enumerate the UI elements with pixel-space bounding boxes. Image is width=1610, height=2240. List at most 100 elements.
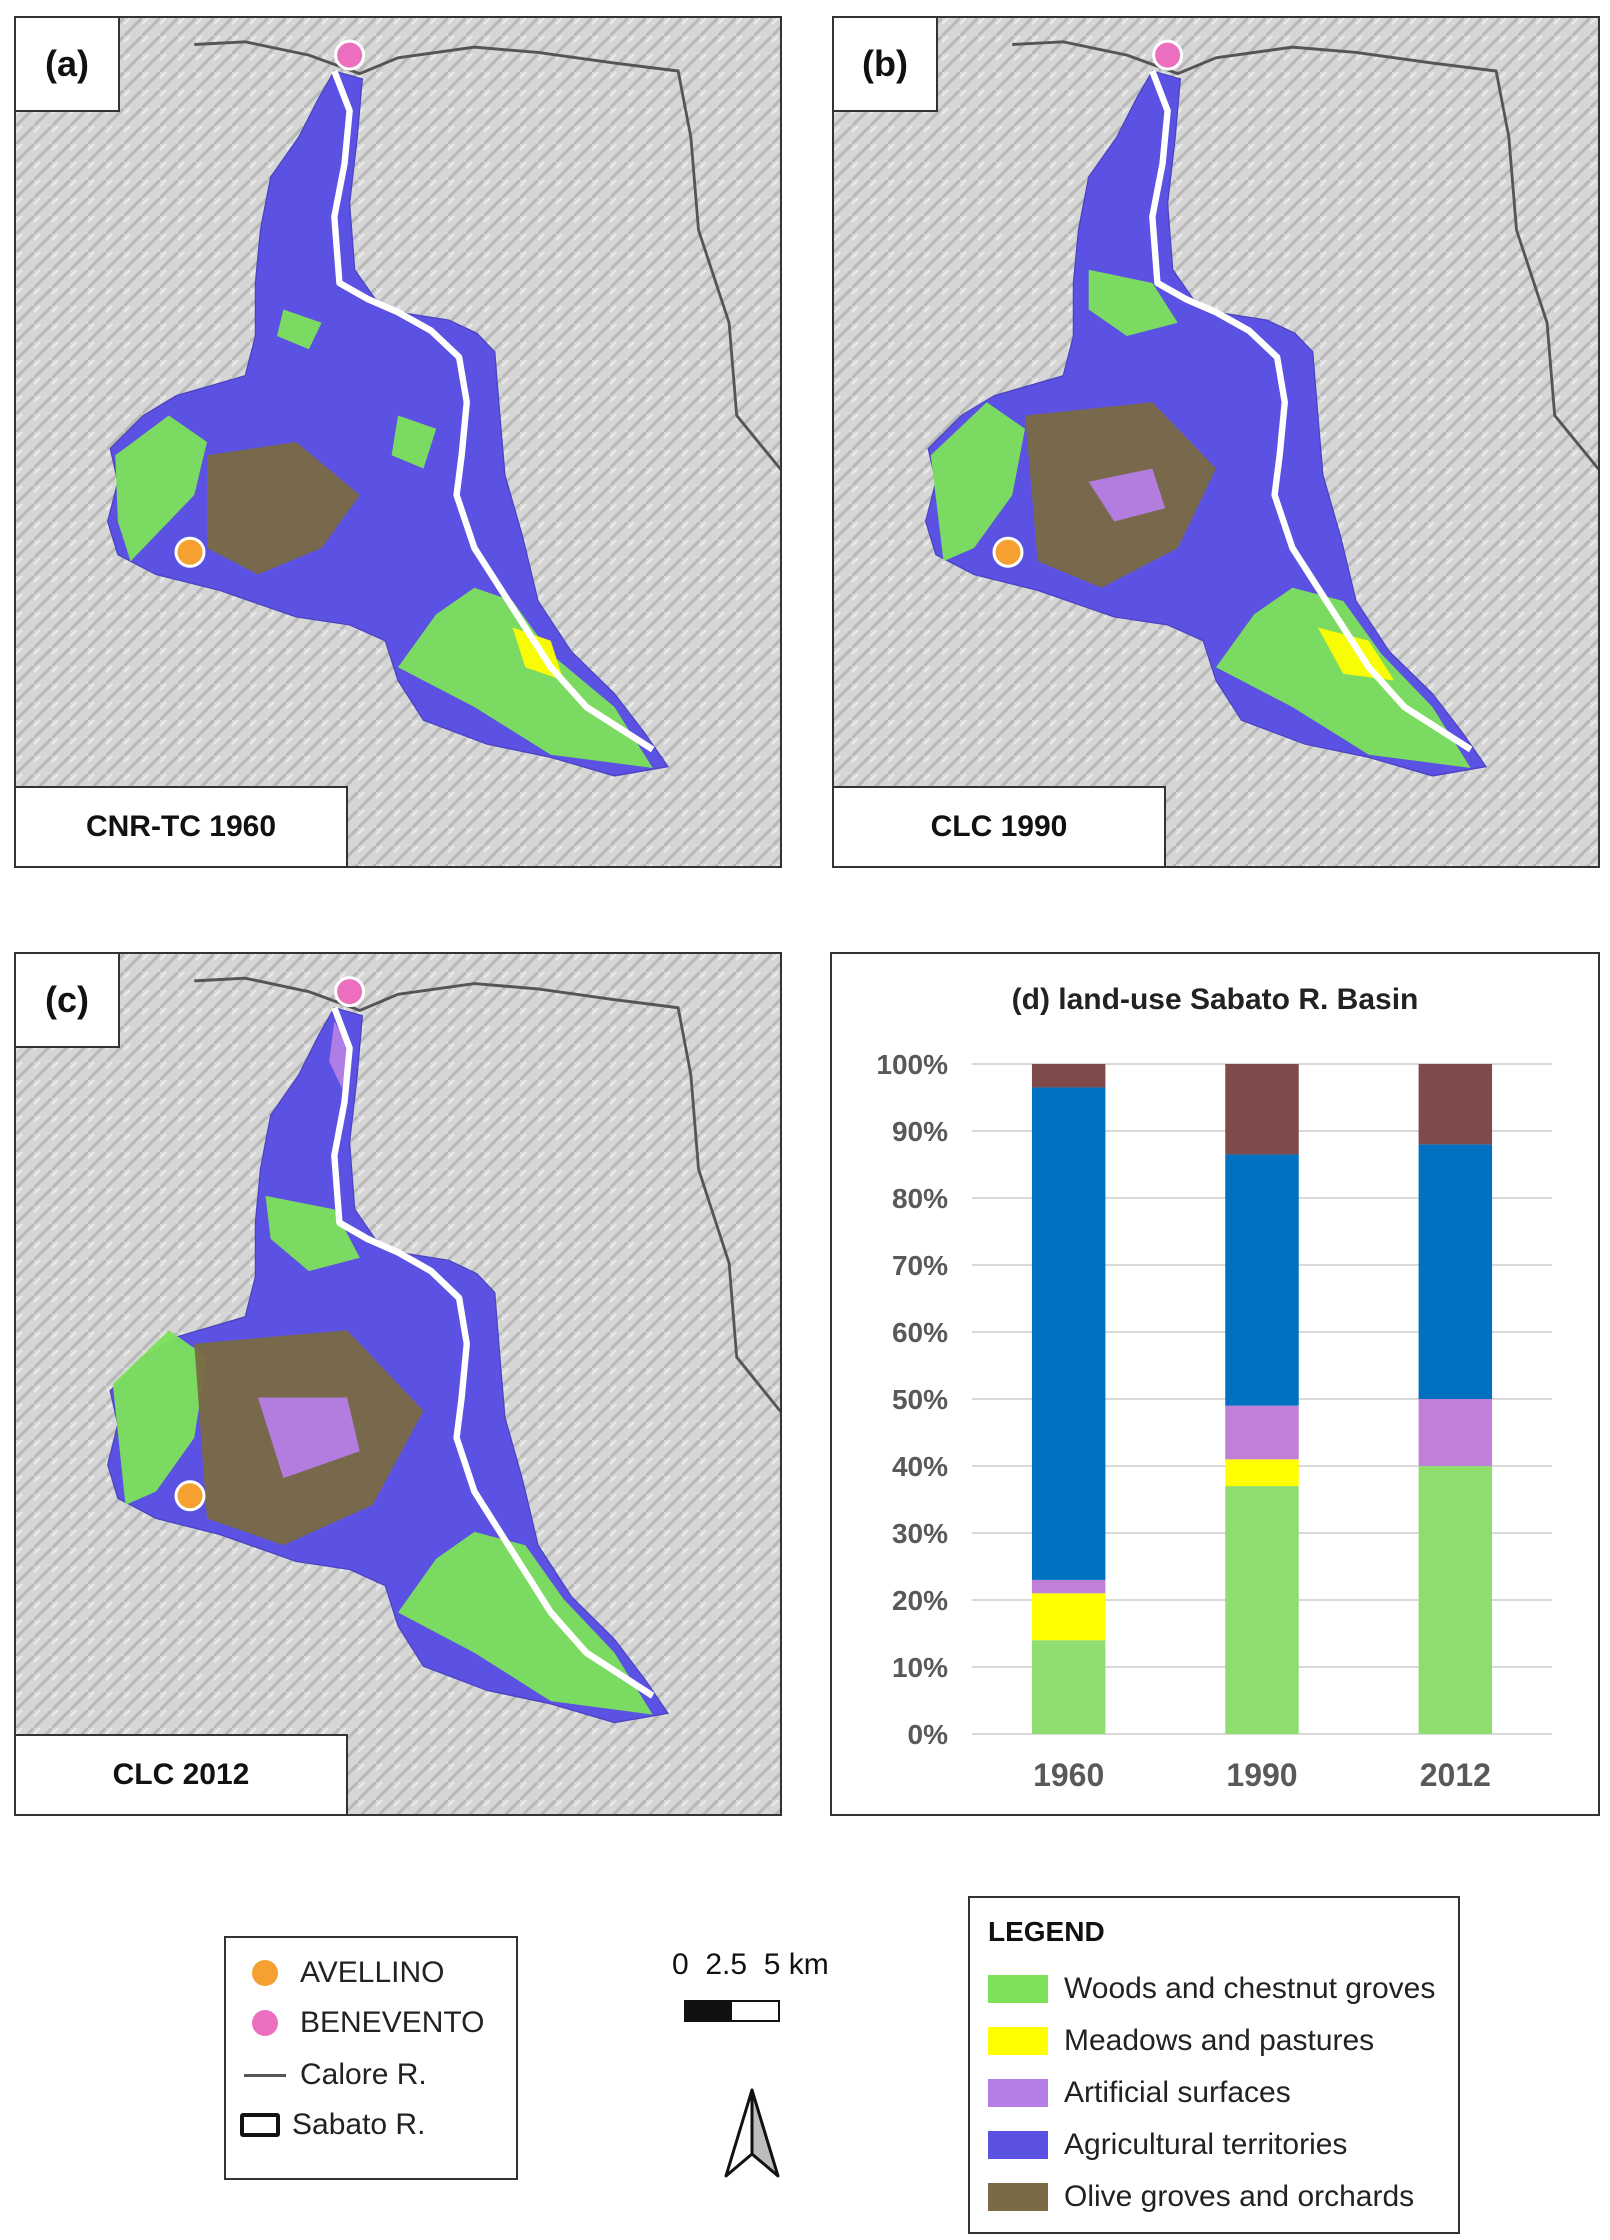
land-use-patch (207, 442, 360, 575)
avellino-marker (174, 536, 206, 568)
legend-item-label: Artificial surfaces (1064, 2076, 1291, 2109)
x-tick-label: 1990 (1226, 1757, 1297, 1793)
legend-title: LEGEND (988, 1916, 1105, 1947)
legend-item-label: Meadows and pastures (1064, 2024, 1375, 2057)
land-use-patch (1088, 269, 1178, 336)
map-caption: CLC 2012 (16, 1734, 348, 1814)
scale-bar-black (686, 2002, 732, 2020)
bar-segment (1418, 1466, 1493, 1734)
legend-swatch (988, 2183, 1048, 2211)
map-panel-c: (c) CLC 2012 (14, 952, 782, 1816)
bar-segment (1031, 1087, 1106, 1580)
bar-segment (1225, 1064, 1299, 1155)
legend-item-label: Woods and chestnut groves (1064, 1972, 1436, 2005)
legend-item-label: Olive groves and orchards (1064, 2180, 1415, 2213)
calore-river-line (1012, 40, 1598, 471)
key-avellino: AVELLINO (252, 1956, 445, 1990)
y-tick-label: 20% (892, 1585, 948, 1616)
map-panel-b: (b) CLC 1990 (832, 16, 1600, 868)
panel-label: (b) (834, 18, 938, 112)
y-tick-label: 100% (876, 1049, 948, 1080)
bar-segment (1031, 1640, 1106, 1734)
key-benevento-label: BENEVENTO (300, 2006, 485, 2039)
land-use-chart: (d) land-use Sabato R. Basin 0% 10% 20% 30% 4… (876, 983, 1552, 1793)
y-tick-label: 70% (892, 1250, 948, 1281)
x-tick-label: 2012 (1420, 1757, 1491, 1793)
bar-segment (1225, 1459, 1299, 1487)
map-c (16, 954, 780, 1814)
sabato-river-line (1149, 69, 1473, 753)
map-b (834, 18, 1598, 866)
bar-segment (1225, 1154, 1299, 1406)
y-tick-label: 60% (892, 1317, 948, 1348)
sabato-outline-icon (240, 2113, 280, 2137)
map-panel-a: (a) CNR-TC 1960 (14, 16, 782, 868)
legend-item-meadows: Meadows and pastures (988, 2024, 1374, 2058)
bar-segment (1031, 1579, 1106, 1594)
sabato-river-line (331, 69, 655, 753)
y-tick-label: 40% (892, 1451, 948, 1482)
benevento-marker-icon (252, 2010, 278, 2036)
y-tick-label: 80% (892, 1183, 948, 1214)
bar-segment (1418, 1399, 1493, 1466)
key-sabato: Sabato R. (240, 2108, 425, 2142)
avellino-marker (992, 536, 1024, 568)
land-use-patch (257, 1397, 360, 1479)
calore-river-line (194, 40, 780, 471)
key-avellino-label: AVELLINO (300, 1956, 445, 1989)
land-use-patch (930, 402, 1025, 562)
panel-label: (a) (16, 18, 120, 112)
land-use-legend: LEGEND Woods and chestnut groves Meadows… (968, 1896, 1460, 2234)
y-tick-label: 30% (892, 1518, 948, 1549)
map-key: AVELLINO BENEVENTO Calore R. Sabato R. (224, 1936, 518, 2180)
land-use-patch (1317, 627, 1395, 681)
bar-segment (1225, 1486, 1299, 1734)
avellino-marker-icon (252, 1960, 278, 1986)
legend-item-label: Agricultural territories (1064, 2128, 1348, 2161)
calore-river-line (194, 976, 780, 1413)
legend-swatch (988, 2079, 1048, 2107)
key-benevento: BENEVENTO (252, 2006, 485, 2040)
benevento-marker (334, 976, 366, 1008)
land-use-patch (1216, 587, 1471, 768)
sabato-river-line (331, 1006, 655, 1699)
bar-segment (1031, 1593, 1106, 1641)
bar-segment (1225, 1405, 1299, 1460)
map-caption: CLC 1990 (834, 786, 1166, 866)
avellino-marker (174, 1480, 206, 1512)
scale-bar-white (732, 2002, 778, 2020)
bar-segment (1031, 1064, 1106, 1088)
land-use-patch (398, 587, 653, 768)
legend-item-olive: Olive groves and orchards (988, 2180, 1414, 2214)
bar-segment (1418, 1144, 1493, 1399)
y-tick-label: 0% (908, 1719, 949, 1750)
legend-swatch (988, 2131, 1048, 2159)
chart-title: (d) land-use Sabato R. Basin (1012, 983, 1419, 1016)
map-caption: CNR-TC 1960 (16, 786, 348, 866)
key-calore: Calore R. (244, 2058, 427, 2092)
land-use-patch (391, 415, 437, 469)
legend-item-woods: Woods and chestnut groves (988, 1972, 1435, 2006)
legend-item-artificial: Artificial surfaces (988, 2076, 1291, 2110)
benevento-marker (1152, 39, 1184, 71)
agricultural-area (107, 70, 670, 777)
panel-label: (c) (16, 954, 120, 1048)
y-tick-label: 10% (892, 1652, 948, 1683)
agricultural-area (107, 1006, 670, 1724)
agricultural-area (925, 70, 1488, 777)
y-tick-label: 90% (892, 1116, 948, 1147)
y-tick-label: 50% (892, 1384, 948, 1415)
chart-panel: (d) land-use Sabato R. Basin 0% 10% 20% 30% 4… (830, 952, 1600, 1816)
land-use-patch (112, 1330, 207, 1505)
land-use-patch (115, 415, 207, 562)
scale-label: 0 2.5 5 km (672, 1948, 829, 1981)
key-calore-label: Calore R. (300, 2058, 427, 2091)
land-use-patch (1088, 468, 1166, 522)
key-sabato-label: Sabato R. (292, 2108, 426, 2141)
land-use-patch (398, 1531, 653, 1715)
legend-item-agricultural: Agricultural territories (988, 2128, 1347, 2162)
scale-bar (684, 2000, 780, 2022)
north-arrow-icon (724, 2088, 780, 2178)
calore-line-icon (244, 2073, 286, 2077)
legend-swatch (988, 1975, 1048, 2003)
